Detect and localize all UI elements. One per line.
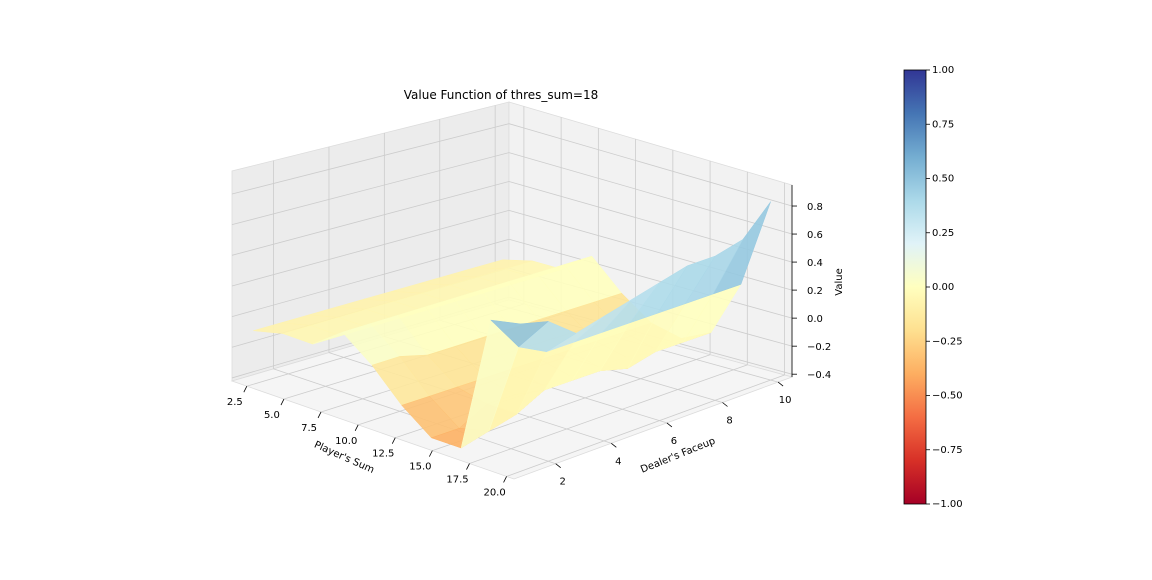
- y-tick-mark: [611, 442, 617, 448]
- y-tick-mark: [777, 381, 784, 387]
- z-axis-label: Value: [834, 268, 845, 295]
- x-tick-label: 12.5: [372, 449, 394, 460]
- grid-line-z: [508, 210, 793, 291]
- x-tick-mark: [503, 476, 507, 483]
- x-tick-mark: [243, 385, 248, 393]
- colorbar-tick-label: 0.50: [932, 174, 954, 185]
- y-tick-mark: [555, 463, 561, 469]
- surface-facet: [490, 319, 550, 348]
- x-tick-mark: [354, 424, 359, 432]
- y-tick-label: 8: [726, 416, 732, 427]
- x-tick-mark: [391, 437, 396, 444]
- y-tick-mark: [666, 422, 673, 428]
- grid-line-z: [231, 181, 510, 256]
- z-tick-label: −0.4: [807, 370, 831, 381]
- x-tick-label: 15.0: [409, 462, 431, 473]
- colorbar-tick-label: 1.00: [932, 65, 954, 76]
- grid-line-z: [508, 238, 793, 319]
- colorbar-tick-label: −1.00: [932, 499, 963, 510]
- grid-line-z: [231, 152, 510, 226]
- y-tick-label: 10: [779, 395, 792, 406]
- colorbar-tick-label: 0.00: [932, 282, 954, 293]
- grid-line-z: [231, 238, 510, 318]
- y-tick-label: 6: [671, 436, 677, 447]
- colorbar-tick-label: 0.75: [932, 119, 954, 130]
- y-tick-label: 4: [615, 456, 621, 467]
- colorbar-tick-label: −0.25: [932, 336, 963, 347]
- x-tick-label: 7.5: [301, 423, 317, 434]
- x-tick-label: 10.0: [335, 436, 357, 447]
- grid-line-x: [469, 364, 748, 464]
- x-tick-label: 5.0: [264, 410, 280, 421]
- colorbar-tick-label: −0.75: [932, 445, 963, 456]
- x-tick-label: 20.0: [483, 487, 505, 498]
- z-tick-label: 0.2: [807, 286, 823, 297]
- colorbar: 1.00 0.75 0.50 0.25 0.00 −0.25 −0.50 −0.75 −1.00: [903, 65, 963, 510]
- z-tick-label: −0.2: [807, 342, 831, 353]
- grid-line-z: [508, 152, 793, 235]
- x-tick-mark: [466, 463, 470, 470]
- chart-title: Value Function of thres_sum=18: [404, 88, 599, 102]
- grid-line-z: [231, 210, 510, 287]
- colorbar-tick-label: −0.50: [932, 391, 963, 402]
- z-tick-label: 0.0: [807, 314, 823, 325]
- y-tick-label: 2: [560, 477, 566, 488]
- colorbar-tick-label: 0.25: [932, 228, 954, 239]
- surface-plot: [253, 201, 771, 449]
- x-tick-label: 17.5: [446, 475, 468, 486]
- y-axis-label: Dealer's Faceup: [639, 436, 717, 476]
- grid-line-x: [506, 374, 785, 477]
- x-tick-mark: [280, 398, 285, 406]
- axis-ticks: 2.5 5.0 7.5 10.0 12.5 15.0 17.5 20.0 2 4 6 8 10 −0.4 −…: [227, 185, 831, 498]
- z-tick-label: 0.4: [807, 258, 823, 269]
- y-tick-mark: [722, 402, 728, 407]
- x-tick-mark: [317, 411, 322, 419]
- z-tick-label: 0.6: [807, 230, 823, 241]
- z-tick-label: 0.8: [807, 202, 823, 213]
- grid-line-z: [508, 123, 793, 207]
- x-tick-label: 2.5: [227, 397, 243, 408]
- grid-line-z: [231, 123, 510, 195]
- colorbar-gradient: [903, 69, 927, 505]
- x-tick-mark: [429, 450, 433, 457]
